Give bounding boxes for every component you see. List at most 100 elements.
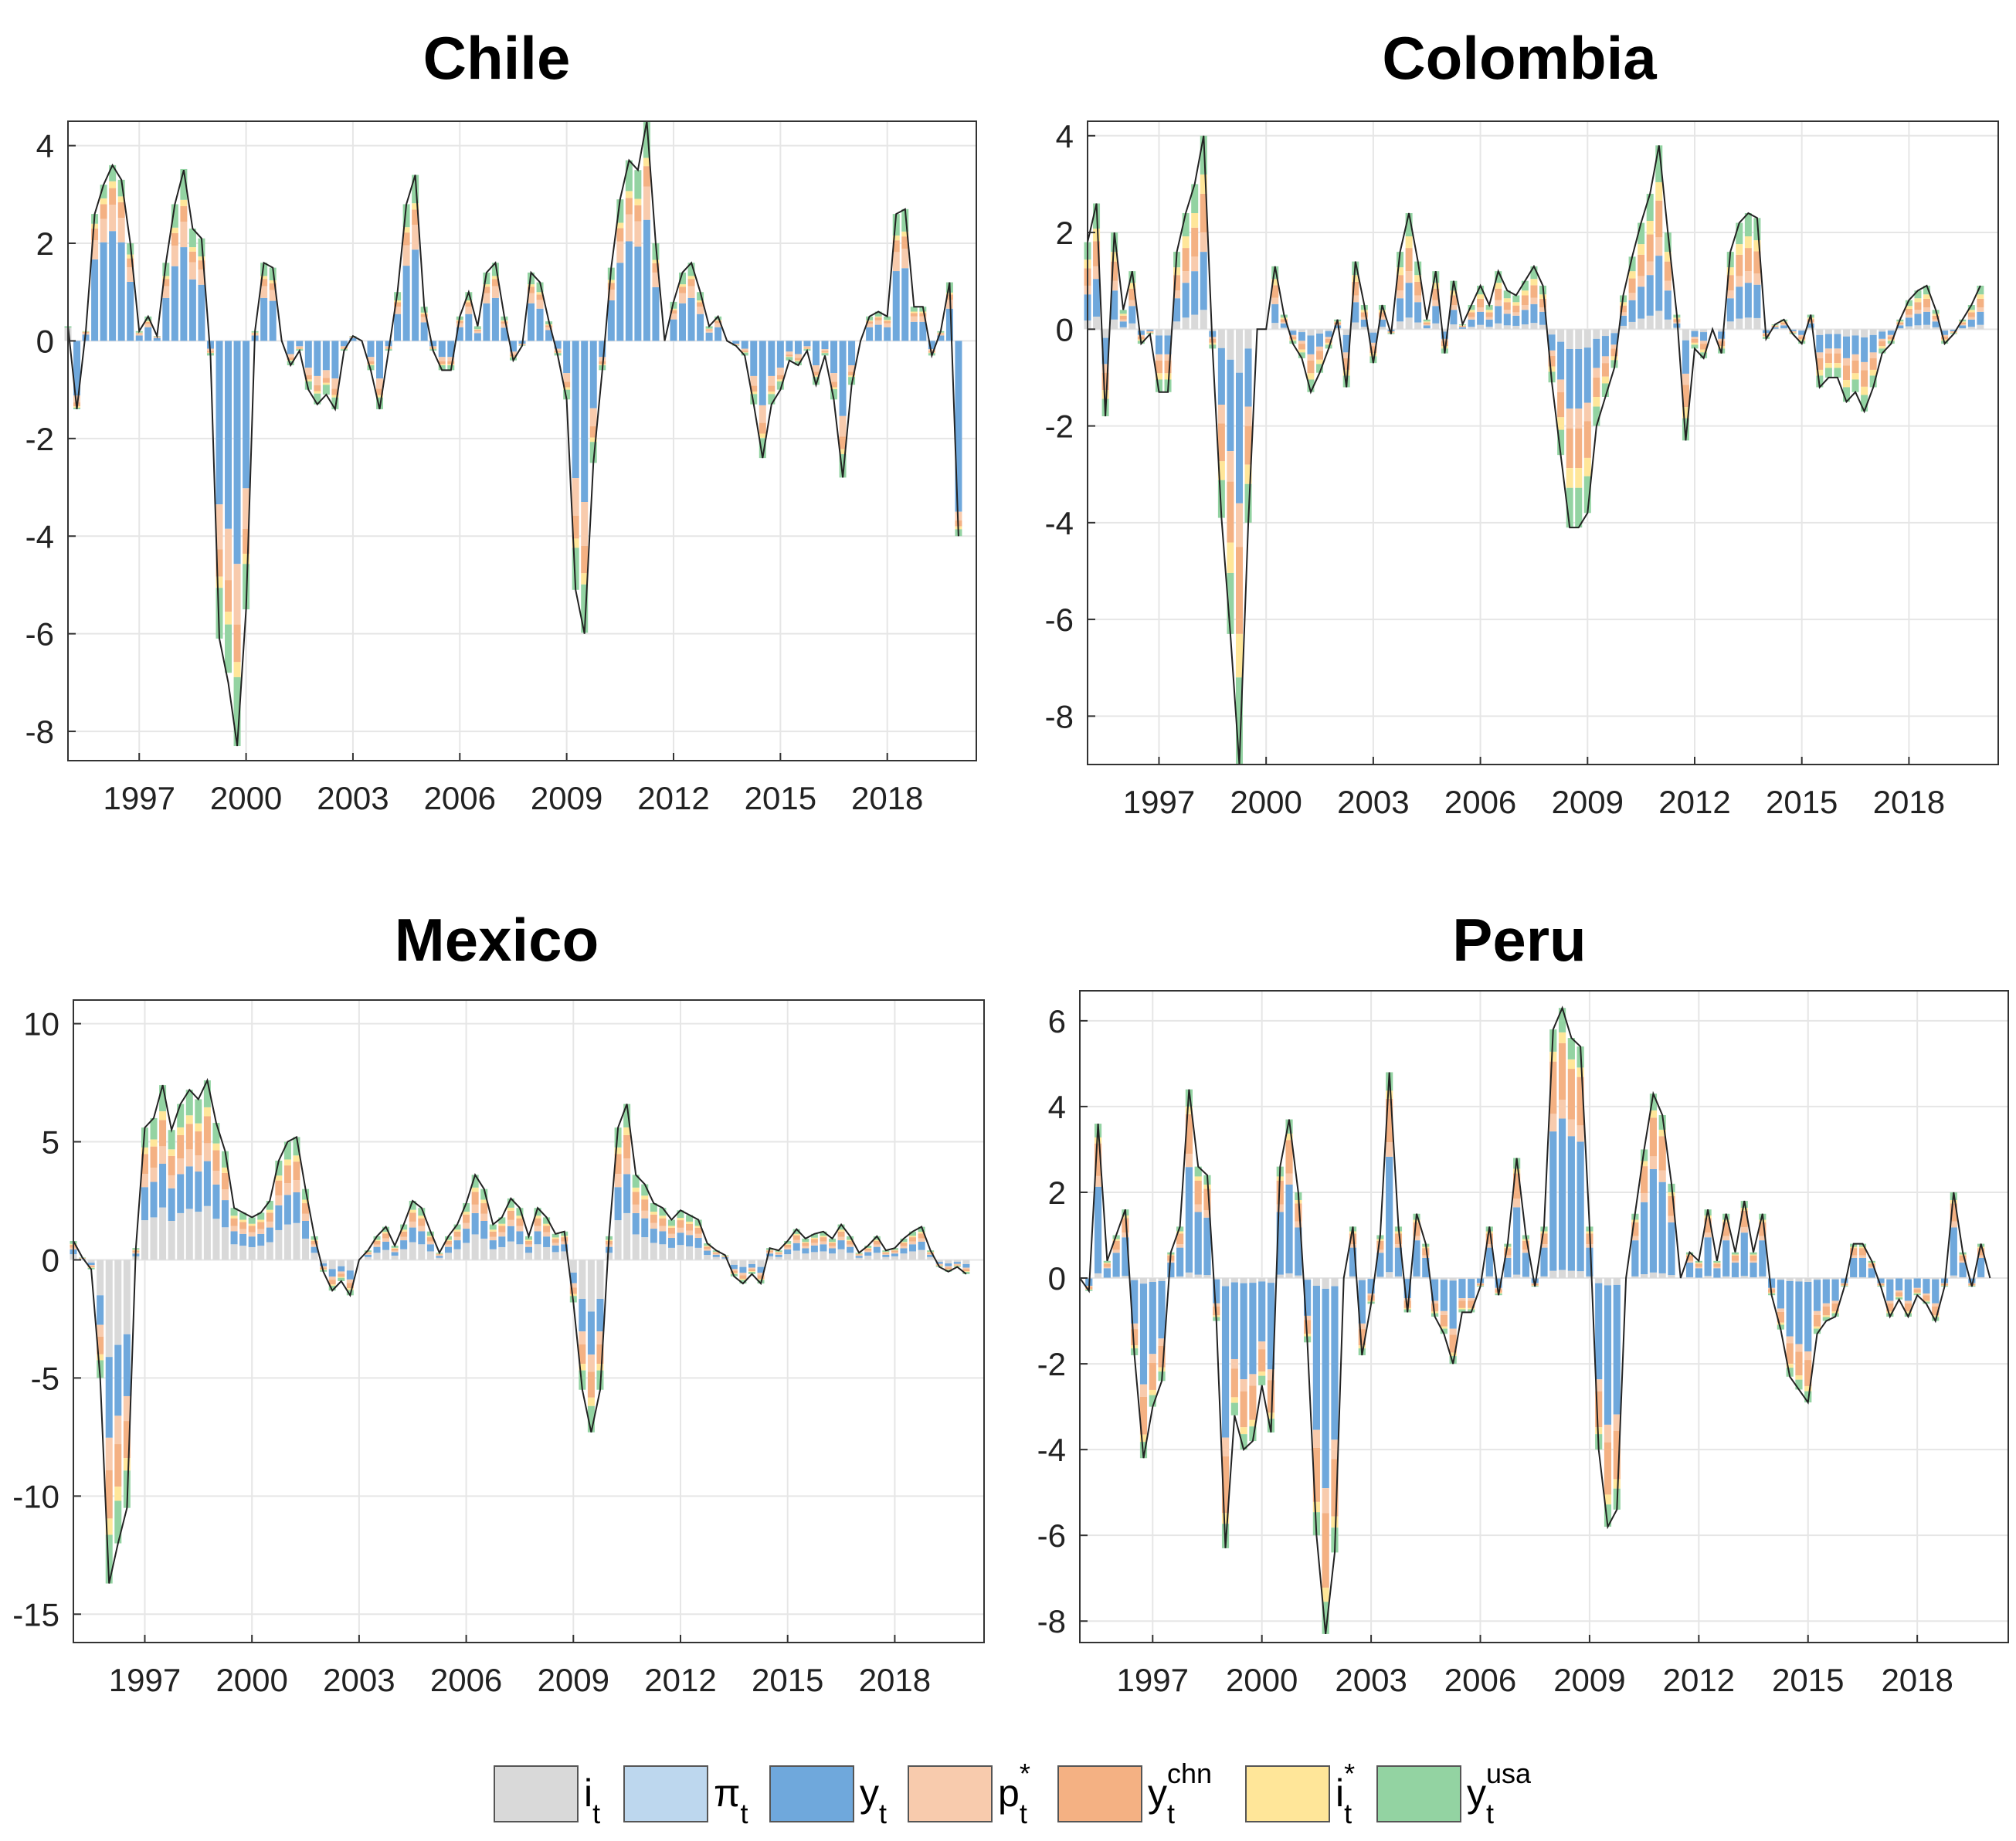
- bar-segment: [418, 1215, 426, 1219]
- bar-segment: [1950, 331, 1957, 333]
- bar-segment: [1230, 1368, 1238, 1398]
- bar-segment: [1331, 1459, 1339, 1517]
- bar-segment: [418, 1218, 426, 1226]
- bar-segment: [367, 361, 375, 364]
- bar-segment: [135, 334, 143, 336]
- bar-segment: [473, 329, 481, 330]
- bar-segment: [839, 454, 847, 478]
- bar-segment: [634, 221, 642, 247]
- bar-segment: [1795, 1351, 1803, 1376]
- bar-segment: [1668, 1275, 1675, 1279]
- bar-segment: [837, 1249, 845, 1260]
- bar-segment: [1593, 397, 1600, 407]
- bar-segment: [1904, 1303, 1912, 1312]
- bar-segment: [524, 1246, 533, 1253]
- bar-segment: [1831, 1279, 1839, 1301]
- bar-segment: [402, 204, 410, 228]
- bar-segment: [1244, 348, 1252, 407]
- bar-segment: [1431, 1303, 1439, 1312]
- bar-segment: [784, 1243, 792, 1245]
- bar-segment: [1176, 1226, 1184, 1232]
- bar-segment: [1122, 1237, 1129, 1276]
- bar-segment: [1367, 1278, 1375, 1280]
- bar-segment: [1786, 1278, 1794, 1281]
- bar-segment: [775, 1252, 782, 1253]
- bar-segment: [1173, 290, 1181, 299]
- bar-segment: [1959, 1276, 1967, 1279]
- bar-segment: [1312, 1447, 1320, 1502]
- bar-segment: [1360, 317, 1368, 320]
- bar-segment: [412, 209, 419, 225]
- bar-segment: [830, 373, 838, 382]
- bar-segment: [1521, 280, 1529, 291]
- bar-segment: [346, 1260, 354, 1271]
- bar-segment: [1131, 1329, 1139, 1346]
- bar-segment: [1691, 342, 1699, 345]
- bar-segment: [1307, 329, 1315, 336]
- bar-segment: [1485, 1276, 1493, 1279]
- bar-segment: [953, 1264, 961, 1266]
- bar-segment: [1325, 342, 1332, 345]
- bar-segment: [1628, 256, 1636, 272]
- bar-segment: [212, 1184, 220, 1219]
- bar-segment: [1449, 1334, 1457, 1353]
- bar-segment: [105, 1534, 113, 1584]
- bar-segment: [463, 1243, 470, 1260]
- bar-segment: [1771, 328, 1779, 330]
- bar-segment: [937, 335, 945, 341]
- bar-segment: [909, 1251, 917, 1260]
- bar-segment: [792, 1233, 800, 1236]
- bar-segment: [524, 1244, 533, 1247]
- bar-segment: [1613, 1414, 1621, 1431]
- bar-segment: [168, 1130, 175, 1150]
- bar-segment: [501, 321, 508, 324]
- bar-segment: [864, 1247, 872, 1249]
- bar-segment: [623, 1134, 631, 1159]
- bar-segment: [260, 263, 268, 276]
- bar-segment: [596, 1344, 604, 1365]
- bars: [64, 121, 962, 747]
- bar-segment: [1468, 1279, 1475, 1299]
- bar-segment: [1813, 1326, 1821, 1329]
- bar-segment: [275, 1175, 283, 1181]
- bar-segment: [1813, 1278, 1821, 1280]
- bar-segment: [847, 1236, 854, 1240]
- bar-segment: [1441, 331, 1448, 339]
- bar-segment: [391, 1255, 399, 1260]
- bar-segment: [338, 1276, 345, 1278]
- bar-segment: [677, 1218, 684, 1221]
- bar-segment: [561, 1251, 568, 1260]
- bar-segment: [1950, 1227, 1957, 1276]
- bar-segment: [1620, 305, 1627, 313]
- bar-segment: [471, 1234, 479, 1260]
- bar-segment: [1119, 315, 1127, 320]
- bar-segment: [705, 328, 713, 330]
- bar-segment: [364, 1252, 372, 1253]
- bar-segment: [1267, 1283, 1275, 1370]
- bar-segment: [1726, 290, 1734, 299]
- bar-segment: [171, 266, 178, 341]
- bar-segment: [382, 1238, 390, 1242]
- bar-segment: [659, 1208, 667, 1216]
- bar-segment: [1941, 336, 1949, 340]
- bar-segment: [1886, 1300, 1894, 1304]
- bar-segment: [1664, 232, 1672, 253]
- bar-segment: [1458, 1300, 1466, 1308]
- bar-segment: [572, 478, 579, 516]
- bar-segment: [1923, 307, 1931, 312]
- bar-segment: [1731, 1276, 1739, 1279]
- bar-segment: [784, 1247, 792, 1250]
- bar-segment: [1540, 1231, 1548, 1234]
- bar-segment: [1722, 1276, 1730, 1279]
- y-tick-label: -4: [1037, 1432, 1066, 1468]
- bar-segment: [87, 1266, 95, 1268]
- bar-segment: [802, 1242, 809, 1243]
- bar-segment: [1824, 348, 1832, 354]
- bar-segment: [1112, 1240, 1120, 1250]
- bar-segment: [1887, 331, 1895, 335]
- y-tick-label: -4: [1045, 505, 1074, 541]
- bar-segment: [1869, 329, 1877, 335]
- bar-segment: [686, 1235, 694, 1247]
- bar-segment: [1405, 317, 1413, 330]
